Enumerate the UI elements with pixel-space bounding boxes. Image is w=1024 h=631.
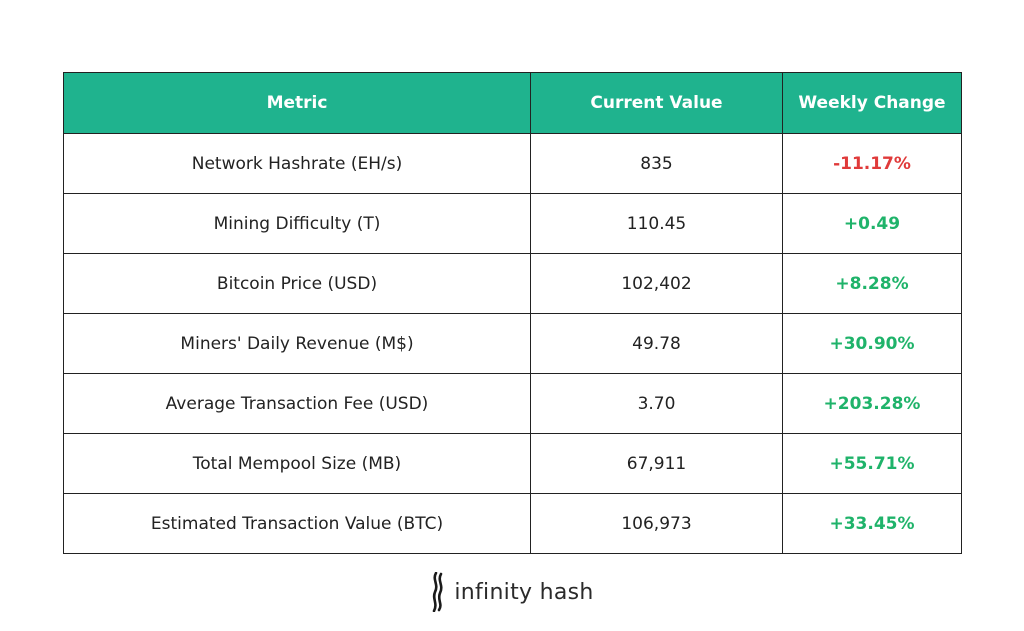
column-header-metric: Metric — [63, 72, 531, 134]
metric-cell: Mining Difficulty (T) — [63, 193, 531, 254]
table-body: Network Hashrate (EH/s) 835 -11.17% Mini… — [63, 133, 962, 554]
table-row: Miners' Daily Revenue (M$) 49.78 +30.90% — [63, 313, 962, 374]
metric-cell: Bitcoin Price (USD) — [63, 253, 531, 314]
metrics-table: Metric Current Value Weekly Change Netwo… — [63, 72, 962, 554]
change-cell: -11.17% — [782, 133, 962, 194]
table-row: Total Mempool Size (MB) 67,911 +55.71% — [63, 433, 962, 494]
value-cell: 106,973 — [530, 493, 783, 554]
value-cell: 49.78 — [530, 313, 783, 374]
brand-name: infinity hash — [454, 579, 594, 605]
table-row: Mining Difficulty (T) 110.45 +0.49 — [63, 193, 962, 254]
change-cell: +8.28% — [782, 253, 962, 314]
table-row: Bitcoin Price (USD) 102,402 +8.28% — [63, 253, 962, 314]
column-header-weekly-change: Weekly Change — [782, 72, 962, 134]
metrics-table-wrap: Metric Current Value Weekly Change Netwo… — [63, 72, 962, 554]
table-row: Average Transaction Fee (USD) 3.70 +203.… — [63, 373, 962, 434]
table-row: Estimated Transaction Value (BTC) 106,97… — [63, 493, 962, 554]
value-cell: 67,911 — [530, 433, 783, 494]
change-cell: +30.90% — [782, 313, 962, 374]
metric-cell: Network Hashrate (EH/s) — [63, 133, 531, 194]
column-header-current-value: Current Value — [530, 72, 783, 134]
metric-cell: Miners' Daily Revenue (M$) — [63, 313, 531, 374]
table-header-row: Metric Current Value Weekly Change — [63, 72, 962, 134]
value-cell: 835 — [530, 133, 783, 194]
value-cell: 102,402 — [530, 253, 783, 314]
brand-logo: infinity hash — [0, 572, 1024, 612]
metric-cell: Estimated Transaction Value (BTC) — [63, 493, 531, 554]
change-cell: +0.49 — [782, 193, 962, 254]
change-cell: +55.71% — [782, 433, 962, 494]
metric-cell: Average Transaction Fee (USD) — [63, 373, 531, 434]
value-cell: 3.70 — [530, 373, 783, 434]
value-cell: 110.45 — [530, 193, 783, 254]
table-row: Network Hashrate (EH/s) 835 -11.17% — [63, 133, 962, 194]
change-cell: +33.45% — [782, 493, 962, 554]
metric-cell: Total Mempool Size (MB) — [63, 433, 531, 494]
change-cell: +203.28% — [782, 373, 962, 434]
infinity-hash-logo-icon — [433, 572, 443, 612]
